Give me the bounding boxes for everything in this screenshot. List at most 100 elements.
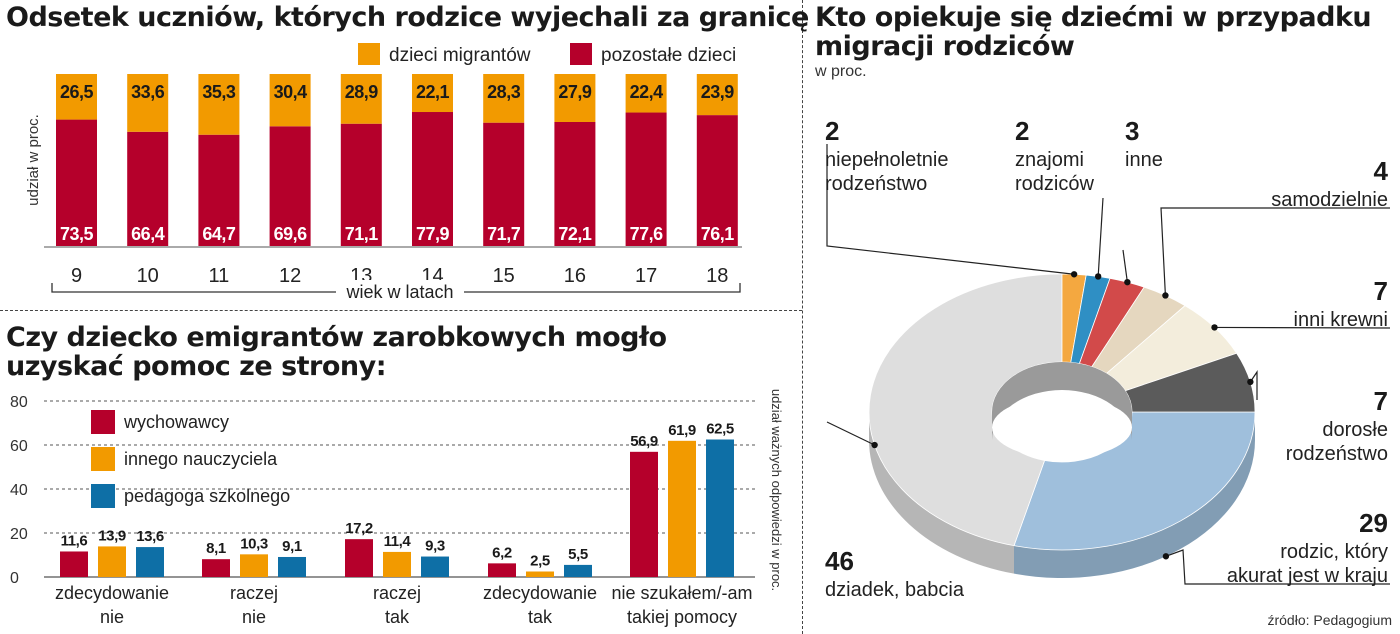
- data-label: 22,4: [630, 82, 664, 102]
- data-label: 5,5: [568, 546, 588, 563]
- bar-segment-migrantow: [483, 74, 525, 123]
- y-tick-label: 20: [10, 526, 28, 543]
- bar: [488, 563, 516, 577]
- bar-segment-migrantow: [56, 74, 97, 120]
- x-tick-label: 9: [71, 265, 82, 287]
- y-axis-label: udział ważnych odpowiedzi w proc.: [769, 389, 784, 591]
- bar-segment-pozostale: [625, 112, 667, 246]
- bar-segment-migrantow: [554, 74, 596, 122]
- data-label: 28,3: [487, 82, 521, 102]
- slice-name: rodzeństwo: [1286, 443, 1388, 465]
- x-axis-label: wiek w latach: [345, 282, 453, 302]
- x-tick-label: takiej pomocy: [627, 607, 737, 627]
- data-label: 61,9: [668, 422, 696, 439]
- bar: [706, 439, 734, 577]
- bracket-gap: [336, 280, 464, 302]
- leader-dot: [1211, 324, 1218, 331]
- slice-value: 7: [1374, 276, 1388, 306]
- bar: [136, 547, 164, 577]
- bar: [345, 539, 373, 577]
- leader-dot: [1162, 292, 1169, 299]
- horizontal-divider: [0, 310, 802, 311]
- data-label: 11,4: [384, 533, 412, 550]
- slice-name: rodzeństwo: [825, 173, 927, 195]
- x-tick-label: tak: [528, 607, 553, 627]
- data-label: 77,9: [416, 224, 450, 244]
- legend-label: pozostałe dzieci: [601, 45, 736, 66]
- data-label: 22,1: [416, 82, 450, 102]
- bar: [630, 451, 658, 577]
- slice-name: inne: [1125, 149, 1163, 171]
- leader-dot: [1094, 273, 1102, 280]
- slice-name: rodziców: [1015, 173, 1094, 195]
- slice-value: 4: [1374, 156, 1389, 186]
- bar: [278, 556, 306, 577]
- bar-segment-migrantow: [625, 74, 667, 113]
- bar-segment-pozostale: [198, 134, 240, 246]
- data-label: 77,6: [630, 224, 664, 244]
- leader-dot: [1247, 378, 1254, 386]
- leader-dot: [1124, 278, 1131, 286]
- bar-segment-pozostale: [56, 119, 97, 246]
- bar-segment-pozostale: [554, 121, 596, 246]
- leader-line: [1165, 549, 1390, 585]
- x-tick-label: 16: [564, 265, 586, 287]
- leader-dot: [1162, 553, 1170, 560]
- chart2-title: Czy dziecko emigrantów zarobkowych mogło…: [6, 322, 667, 382]
- data-label: 76,1: [701, 224, 735, 244]
- y-tick-label: 0: [10, 570, 19, 587]
- chart3-subtitle: w proc.: [815, 63, 867, 80]
- leader-line: [826, 421, 875, 446]
- data-label: 71,7: [487, 224, 521, 244]
- slice-value: 46: [825, 546, 854, 576]
- data-label: 35,3: [202, 82, 236, 102]
- legend-swatch: [91, 484, 115, 508]
- x-tick-label: 12: [279, 265, 301, 287]
- bar: [421, 556, 449, 577]
- leader-line: [1214, 326, 1391, 329]
- bar-segment-pozostale: [127, 131, 169, 246]
- x-tick-label: 11: [209, 265, 230, 287]
- x-tick-label: zdecydowanie: [483, 583, 597, 603]
- x-tick-label: raczej: [373, 583, 421, 603]
- legend-label: dzieci migrantów: [389, 45, 531, 66]
- bar-segment-pozostale: [269, 126, 311, 246]
- slice-value: 3: [1125, 116, 1139, 146]
- bar-segment-pozostale: [696, 115, 738, 246]
- data-label: 69,6: [274, 224, 308, 244]
- donut-hole-wall: [992, 362, 1132, 440]
- donut-side: [869, 412, 1015, 574]
- leader-dot: [871, 441, 878, 449]
- y-axis-label-group: udział ważnych odpowiedzi w proc.: [769, 389, 784, 591]
- bar: [526, 571, 554, 577]
- data-label: 27,9: [558, 82, 592, 102]
- data-label: 28,9: [345, 82, 379, 102]
- slice-name: inni krewni: [1294, 309, 1388, 331]
- data-label: 11,6: [61, 532, 88, 549]
- bar-segment-migrantow: [269, 74, 311, 127]
- bar: [98, 546, 126, 577]
- bar-segment-migrantow: [127, 74, 169, 132]
- x-tick-label: raczej: [230, 583, 278, 603]
- data-label: 62,5: [706, 421, 734, 438]
- slice-name: dorosłe: [1322, 419, 1388, 441]
- slice-value: 2: [1015, 116, 1029, 146]
- donut-hole: [992, 396, 1132, 459]
- bar: [668, 440, 696, 577]
- x-tick-label: tak: [385, 607, 410, 627]
- x-tick-label: 18: [706, 265, 728, 287]
- data-label: 72,1: [558, 224, 592, 244]
- bar-segment-pozostale: [483, 122, 525, 246]
- bar: [202, 559, 230, 577]
- leader-line: [1160, 207, 1390, 296]
- legend-label: innego nauczyciela: [124, 449, 278, 469]
- x-tick-label: 10: [137, 265, 159, 287]
- chart1-title: Odsetek uczniów, których rodzice wyjecha…: [6, 2, 809, 33]
- data-label: 8,1: [206, 540, 226, 557]
- leader-line: [1122, 249, 1128, 283]
- slice-name: rodzic, który: [1280, 541, 1388, 563]
- bar: [60, 551, 88, 577]
- chart3-title: Kto opiekuje się dziećmi w przypadku mig…: [815, 2, 1372, 62]
- x-tick-label: nie szukałem/-am: [611, 583, 752, 603]
- data-label: 13,6: [136, 528, 164, 545]
